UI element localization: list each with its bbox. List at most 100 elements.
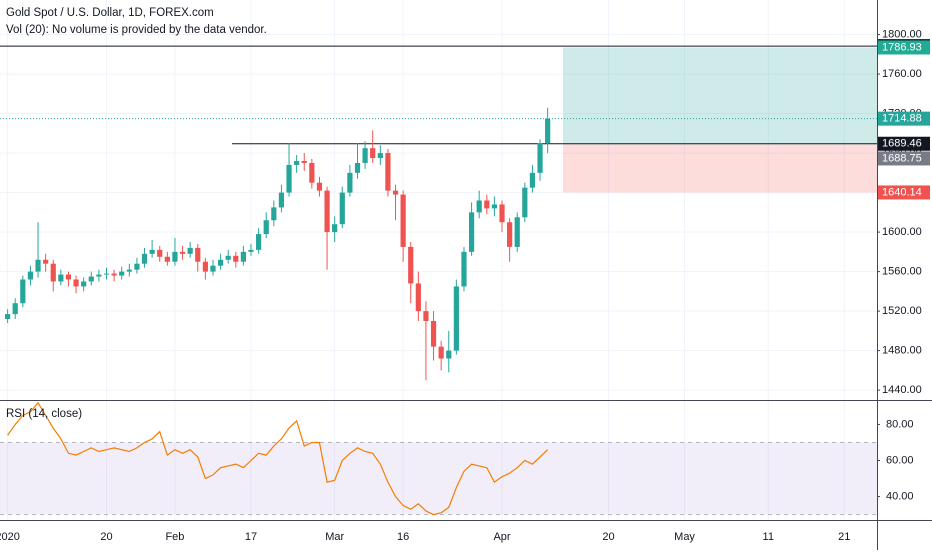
- candle-body: [438, 346, 444, 359]
- position-label-box: [878, 40, 930, 55]
- position-label: 1688.75: [882, 152, 922, 164]
- candle-body: [316, 182, 323, 191]
- candle-body: [332, 224, 338, 233]
- candle-body: [537, 143, 543, 173]
- candle-body: [423, 311, 429, 321]
- candle-body: [58, 274, 64, 282]
- candle-body: [20, 279, 26, 304]
- candle-body: [408, 246, 414, 284]
- position-label: 1786.93: [882, 41, 922, 53]
- candle-body: [111, 273, 117, 276]
- candle-body: [240, 251, 246, 262]
- candle-body: [271, 207, 277, 221]
- rsi-title: RSI (14, close): [6, 408, 82, 420]
- position-label: 1640.14: [882, 186, 922, 198]
- y-tick-label: 40.00: [886, 490, 914, 502]
- candle-body: [522, 187, 528, 218]
- candle-body: [126, 269, 132, 272]
- y-tick-label: 1560.00: [882, 266, 922, 278]
- candle-body: [453, 286, 459, 351]
- candle-body: [5, 314, 11, 320]
- candle-body: [468, 212, 475, 252]
- candle-body: [286, 164, 292, 193]
- candle-body: [233, 255, 239, 262]
- y-tick-label: 1520.00: [882, 305, 922, 317]
- x-tick-label: 11: [763, 531, 774, 543]
- y-tick-label: 1600.00: [882, 226, 922, 238]
- candle-body: [27, 271, 34, 280]
- candle-body: [484, 200, 490, 209]
- position-label-box: [878, 185, 930, 200]
- candle-body: [225, 255, 231, 260]
- y-tick-label: 1760.00: [882, 68, 922, 80]
- chart-title: Gold Spot / U.S. Dollar, 1D, FOREX.com: [6, 7, 214, 19]
- candle-body: [301, 160, 307, 163]
- candle-body: [119, 271, 125, 276]
- candle-body: [278, 192, 285, 208]
- candle-body: [545, 118, 551, 144]
- candle-body: [187, 247, 193, 254]
- candle-body: [210, 265, 216, 272]
- candle-body: [134, 263, 140, 270]
- rsi-band: [0, 442, 877, 515]
- y-tick-label: 1440.00: [882, 384, 922, 396]
- candle-body: [217, 259, 224, 266]
- candle-body: [81, 281, 87, 287]
- x-tick-label: 20: [602, 531, 614, 543]
- candle-body: [50, 263, 56, 282]
- price-line-label: 1689.46: [882, 138, 922, 150]
- candle-body: [65, 274, 72, 280]
- candle-body: [529, 172, 536, 188]
- candle-body: [339, 192, 345, 225]
- candle-body: [370, 148, 376, 159]
- candle-body: [149, 249, 155, 254]
- candle-body: [446, 350, 452, 359]
- candle-body: [385, 153, 391, 191]
- y-tick-label: 80.00: [886, 418, 914, 430]
- candle-body: [96, 274, 102, 277]
- candle-body: [476, 200, 482, 213]
- chart-subtitle: Vol (20): No volume is provided by the d…: [6, 24, 267, 36]
- candle-body: [392, 190, 399, 195]
- candle-body: [43, 259, 49, 264]
- rsi-line: [7, 401, 549, 516]
- candle-body: [324, 190, 330, 233]
- candle-body: [157, 249, 163, 257]
- candle-body: [12, 303, 18, 315]
- x-tick-label: 20: [100, 531, 112, 543]
- candle-body: [362, 148, 368, 163]
- price-line-label-box: [878, 136, 930, 151]
- position-loss-zone: [563, 144, 877, 193]
- candle-body: [514, 217, 520, 247]
- candle-body: [179, 251, 186, 254]
- candle-body: [263, 220, 269, 235]
- x-tick-label: Mar: [325, 531, 344, 543]
- y-tick-label: 1800.00: [882, 28, 922, 40]
- candle-body: [507, 222, 513, 247]
- candle-body: [202, 261, 208, 272]
- x-tick-label: 21: [838, 531, 850, 543]
- x-tick-label: 17: [245, 531, 257, 543]
- candle-body: [103, 273, 110, 275]
- candle-body: [499, 204, 505, 223]
- candle-body: [430, 320, 437, 347]
- candle-body: [400, 194, 406, 247]
- candle-body: [256, 234, 262, 250]
- x-tick-label: 16: [397, 531, 409, 543]
- candle-body: [172, 251, 178, 262]
- x-tick-label: May: [674, 531, 695, 543]
- position-profit-zone: [563, 47, 877, 145]
- candle-body: [88, 276, 94, 282]
- candle-body: [35, 259, 41, 272]
- candle-body: [294, 160, 300, 165]
- candle-body: [164, 256, 170, 262]
- candle-body: [309, 162, 315, 183]
- y-tick-label: 60.00: [886, 454, 914, 466]
- candle-body: [347, 172, 353, 193]
- candle-body: [141, 253, 148, 264]
- candle-body: [354, 162, 361, 173]
- x-tick-label: Apr: [493, 531, 510, 543]
- price-line-label: 1714.88: [882, 113, 922, 125]
